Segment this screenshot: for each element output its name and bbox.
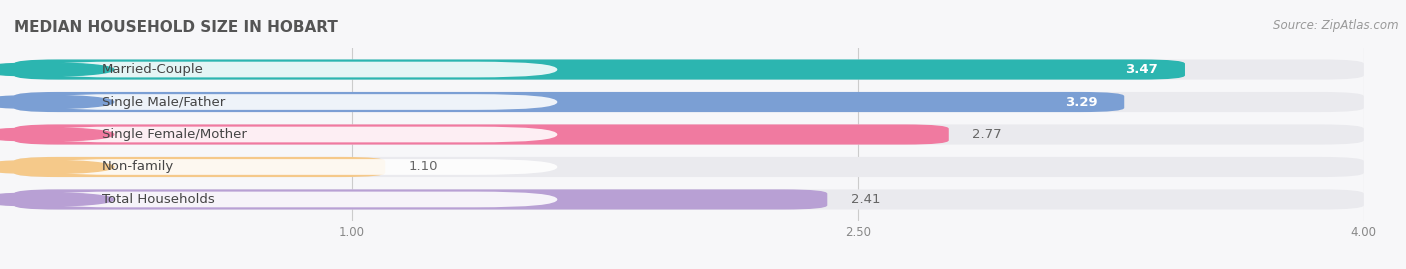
Text: 2.77: 2.77 — [973, 128, 1002, 141]
Text: 3.47: 3.47 — [1125, 63, 1159, 76]
Circle shape — [0, 95, 114, 109]
FancyBboxPatch shape — [34, 192, 557, 207]
FancyBboxPatch shape — [14, 189, 1364, 210]
Text: 3.29: 3.29 — [1064, 95, 1097, 108]
Circle shape — [0, 128, 114, 141]
FancyBboxPatch shape — [34, 127, 557, 142]
Text: Total Households: Total Households — [101, 193, 215, 206]
Text: 1.10: 1.10 — [409, 161, 439, 174]
FancyBboxPatch shape — [14, 92, 1364, 112]
Text: Source: ZipAtlas.com: Source: ZipAtlas.com — [1274, 19, 1399, 32]
Text: 2.41: 2.41 — [851, 193, 880, 206]
Circle shape — [0, 160, 114, 174]
FancyBboxPatch shape — [14, 125, 1364, 144]
FancyBboxPatch shape — [34, 159, 557, 175]
Circle shape — [0, 193, 114, 206]
FancyBboxPatch shape — [34, 62, 557, 77]
FancyBboxPatch shape — [14, 157, 1364, 177]
Text: Married-Couple: Married-Couple — [101, 63, 204, 76]
Text: Non-family: Non-family — [101, 161, 174, 174]
Text: MEDIAN HOUSEHOLD SIZE IN HOBART: MEDIAN HOUSEHOLD SIZE IN HOBART — [14, 20, 337, 35]
FancyBboxPatch shape — [14, 189, 827, 210]
FancyBboxPatch shape — [14, 59, 1185, 80]
FancyBboxPatch shape — [14, 157, 385, 177]
FancyBboxPatch shape — [14, 125, 949, 144]
Text: Single Male/Father: Single Male/Father — [101, 95, 225, 108]
Text: Single Female/Mother: Single Female/Mother — [101, 128, 246, 141]
FancyBboxPatch shape — [14, 92, 1125, 112]
FancyBboxPatch shape — [14, 59, 1364, 80]
Circle shape — [0, 63, 114, 76]
FancyBboxPatch shape — [34, 94, 557, 110]
